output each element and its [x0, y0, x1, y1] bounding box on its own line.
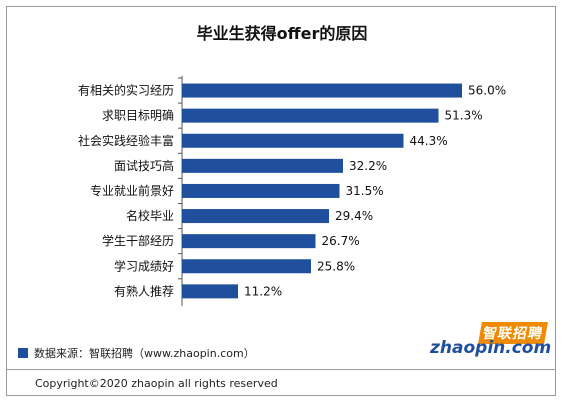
bar-value-label: 31.5% — [346, 184, 384, 198]
bar — [182, 209, 329, 224]
bar — [182, 234, 316, 249]
bar-value-label: 29.4% — [335, 209, 373, 223]
category-label: 学习成绩好 — [114, 258, 174, 273]
chart-frame — [6, 6, 556, 396]
bar — [182, 83, 462, 98]
bar — [182, 284, 238, 299]
legend-swatch — [18, 348, 28, 358]
bar-value-label: 51.3% — [445, 109, 483, 123]
category-label: 求职目标明确 — [102, 109, 174, 123]
category-label: 专业就业前景好 — [90, 183, 174, 198]
category-label: 有相关的实习经历 — [78, 83, 174, 98]
category-label: 名校毕业 — [126, 208, 174, 223]
bar — [182, 108, 439, 123]
category-label: 学生干部经历 — [102, 233, 174, 248]
bar-value-label: 11.2% — [244, 284, 282, 298]
category-label: 面试技巧高 — [114, 158, 174, 173]
chart-title: 毕业生获得offer的原因 — [196, 24, 368, 43]
bar-value-label: 32.2% — [349, 159, 387, 173]
footer-divider — [6, 369, 556, 370]
copyright-text: Copyright©2020 zhaopin all rights reserv… — [35, 377, 278, 390]
bar-value-label: 26.7% — [322, 234, 360, 248]
logo-en-text: zhaopin.com — [430, 338, 552, 358]
zhaopin-logo: 智联招聘 zhaopin.com — [430, 322, 551, 362]
bar — [182, 133, 404, 148]
bar-value-label: 25.8% — [317, 259, 355, 273]
bar-value-label: 44.3% — [410, 134, 448, 148]
category-label: 社会实践经验丰富 — [78, 133, 174, 148]
source-text: 数据来源：智联招聘（www.zhaopin.com） — [34, 347, 255, 360]
bar — [182, 158, 343, 173]
bar-value-label: 56.0% — [468, 84, 506, 98]
bar — [182, 183, 340, 198]
category-label: 有熟人推荐 — [114, 283, 174, 298]
bar — [182, 259, 311, 274]
bar-chart: 有相关的实习经历 56.0% 求职目标明确 51.3% 社会实践经验丰富 44.3% 面试技… — [78, 76, 506, 306]
source-note: 数据来源：智联招聘（www.zhaopin.com） — [18, 345, 255, 361]
